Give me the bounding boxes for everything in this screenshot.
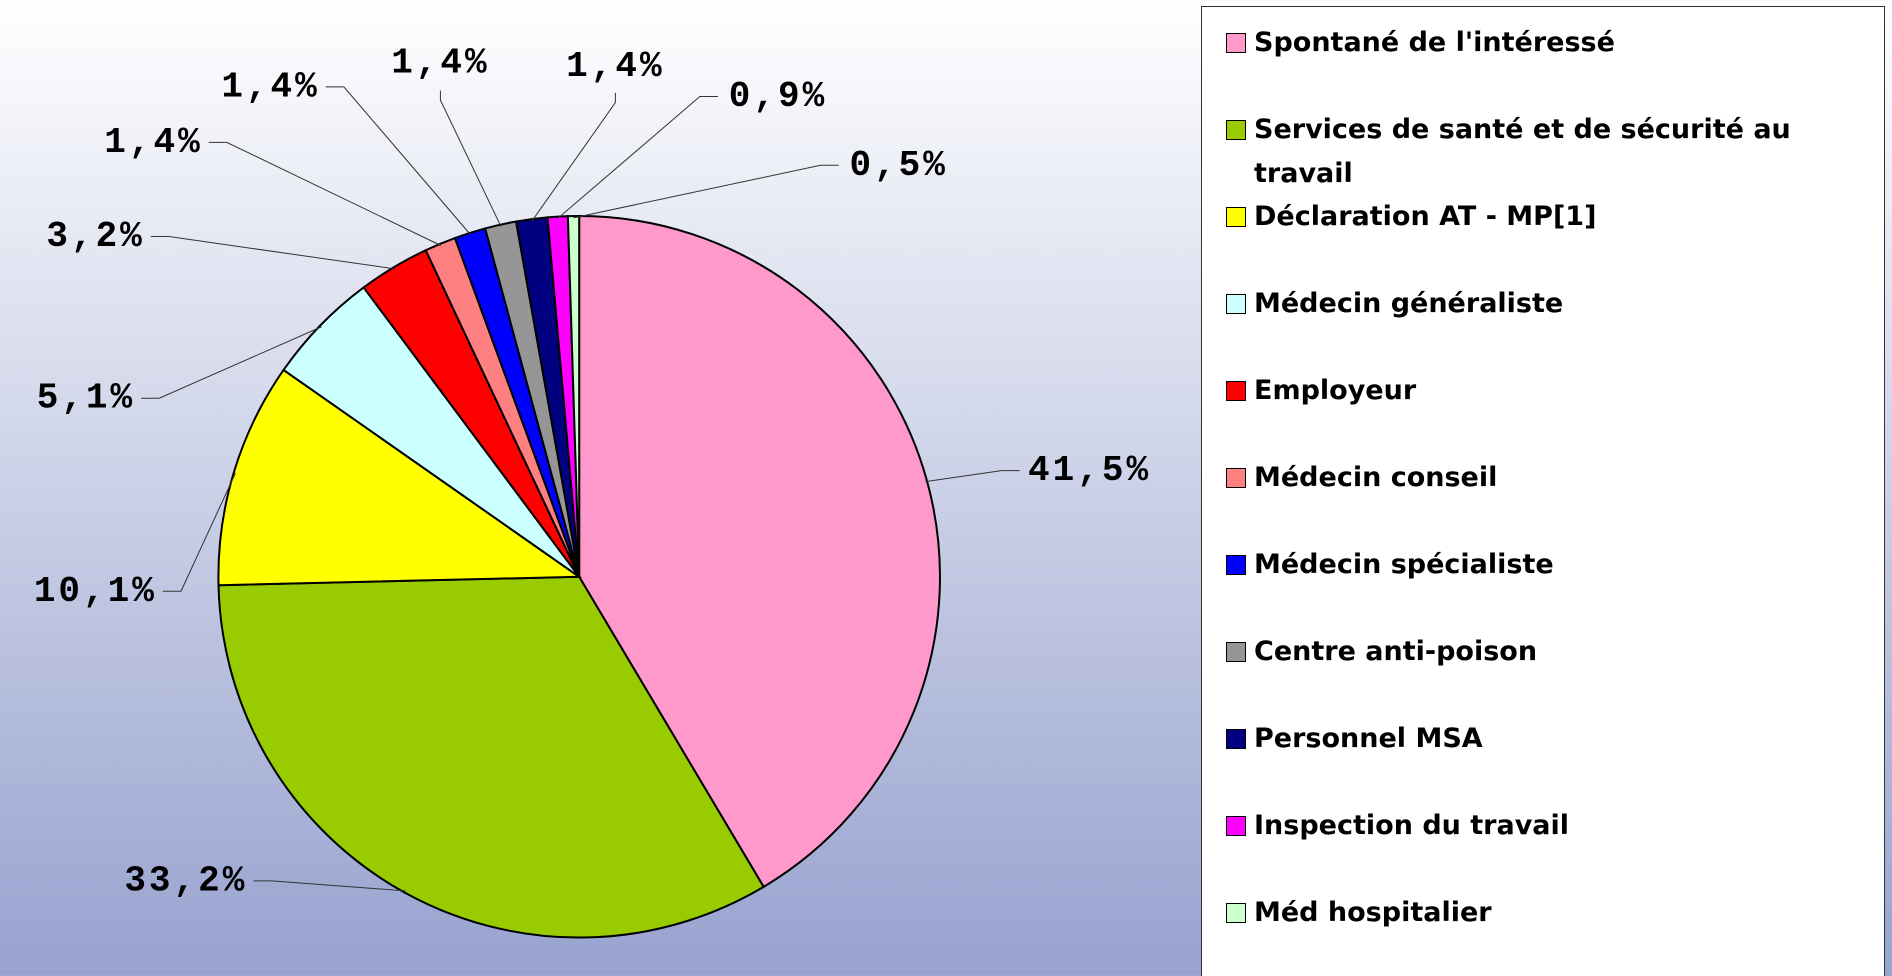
legend-label: Médecin conseil [1254, 462, 1498, 493]
legend-swatch [1226, 555, 1246, 575]
data-label: 0,9% [729, 76, 827, 117]
data-label: 41,5% [1028, 450, 1151, 491]
legend-label: Spontané de l'intéressé [1254, 27, 1615, 58]
leader-line [439, 90, 502, 227]
legend-label: Méd hospitalier [1254, 897, 1492, 928]
data-label: 10,1% [34, 571, 157, 612]
legend-swatch [1226, 120, 1246, 140]
leader-line [531, 92, 616, 222]
legend-swatch [1226, 903, 1246, 923]
legend-item: Méd hospitalier [1226, 891, 1876, 976]
data-label: 5,1% [37, 378, 135, 419]
legend-label: Médecin spécialiste [1254, 549, 1554, 580]
legend-swatch [1226, 381, 1246, 401]
chart: 41,5% 33,2% 10,1% 5,1% 3,2% 1,4% 1,4% 1,4% 1,4% 0… [34, 42, 1151, 939]
pie-slice [217, 575, 766, 939]
legend-item: Déclaration AT - MP[1] [1226, 195, 1876, 282]
pie-slice [217, 368, 583, 587]
leader-line [925, 470, 1020, 483]
legend-item: Inspection du travail [1226, 804, 1876, 891]
legend-swatch [1226, 729, 1246, 749]
data-label: 33,2% [124, 860, 247, 901]
legend-label: Centre anti-poison [1254, 636, 1538, 667]
legend-swatch [1226, 207, 1246, 227]
legend-label: Employeur [1254, 375, 1417, 406]
leader-line [573, 164, 839, 219]
legend-label: Personnel MSA [1254, 723, 1483, 754]
leader-line [325, 86, 471, 235]
data-label: 0,5% [849, 145, 947, 186]
pie-slice [566, 214, 581, 577]
legend-swatch [1226, 33, 1246, 53]
data-label: 3,2% [46, 216, 144, 257]
legend-item: Services de santé et de sécurité au trav… [1226, 108, 1876, 195]
legend-swatch [1226, 642, 1246, 662]
leader-line [557, 96, 718, 219]
data-label: 1,4% [221, 66, 319, 107]
leader-line [141, 326, 322, 399]
legend-label: Médecin généraliste [1254, 288, 1564, 319]
leader-line [162, 472, 237, 592]
legend-label: Déclaration AT - MP[1] [1254, 201, 1597, 232]
legend-label: Services de santé et de sécurité au trav… [1254, 114, 1791, 189]
legend-item: Centre anti-poison [1226, 630, 1876, 717]
data-label: 1,4% [391, 42, 489, 83]
legend-label: Inspection du travail [1254, 810, 1570, 841]
legend-item: Employeur [1226, 369, 1876, 456]
legend-swatch [1226, 294, 1246, 314]
legend-item: Médecin conseil [1226, 456, 1876, 543]
legend-item: Personnel MSA [1226, 717, 1876, 804]
legend: Spontané de l'intéressé Services de santé… [1201, 6, 1885, 976]
legend-item: Médecin généraliste [1226, 282, 1876, 369]
data-label: 1,4% [566, 46, 664, 87]
data-label: 1,4% [104, 122, 202, 163]
legend-swatch [1226, 816, 1246, 836]
legend-item: Spontané de l'intéressé [1226, 21, 1876, 108]
leader-line [253, 880, 406, 892]
leader-line [208, 141, 442, 246]
leader-line [150, 236, 395, 270]
legend-item: Médecin spécialiste [1226, 543, 1876, 630]
legend-swatch [1226, 468, 1246, 488]
